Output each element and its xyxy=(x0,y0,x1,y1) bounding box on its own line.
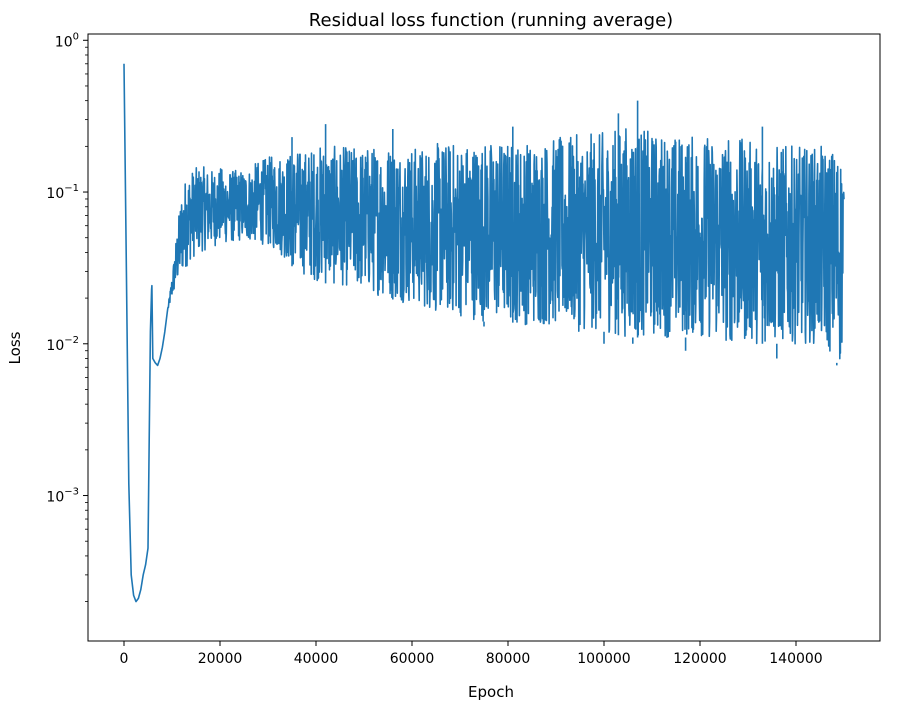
y-tick-label: 10−3 xyxy=(46,487,79,506)
y-tick-base: 10 xyxy=(46,338,64,354)
y-tick-label: 10−2 xyxy=(46,335,79,354)
y-tick-label: 10−1 xyxy=(46,183,79,202)
x-axis-label: Epoch xyxy=(468,683,514,701)
chart-title: Residual loss function (running average) xyxy=(309,10,673,31)
x-tick-label: 40000 xyxy=(294,651,339,667)
y-tick-base: 10 xyxy=(46,186,64,202)
x-tick-label: 80000 xyxy=(486,651,531,667)
x-tick-label: 0 xyxy=(120,651,129,667)
x-tick-label: 120000 xyxy=(673,651,726,667)
x-tick-label: 140000 xyxy=(769,651,822,667)
x-tick-label: 60000 xyxy=(390,651,435,667)
x-tick-label: 20000 xyxy=(198,651,243,667)
plot-frame xyxy=(87,33,881,642)
plot-area xyxy=(88,34,880,641)
y-tick-exponent: 0 xyxy=(73,31,79,42)
y-tick-base: 10 xyxy=(55,34,73,50)
axes: 0 20000 40000 60000 80000 100000 120000 140000 1… xyxy=(46,31,881,667)
plot-background xyxy=(88,34,880,641)
y-tick-exponent: −1 xyxy=(64,183,79,194)
x-tick-label: 100000 xyxy=(577,651,630,667)
y-tick-base: 10 xyxy=(46,490,64,506)
y-tick-exponent: −2 xyxy=(64,335,79,346)
y-tick-label: 100 xyxy=(55,31,79,50)
y-tick-exponent: −3 xyxy=(64,487,79,498)
y-axis-label: Loss xyxy=(6,331,24,364)
